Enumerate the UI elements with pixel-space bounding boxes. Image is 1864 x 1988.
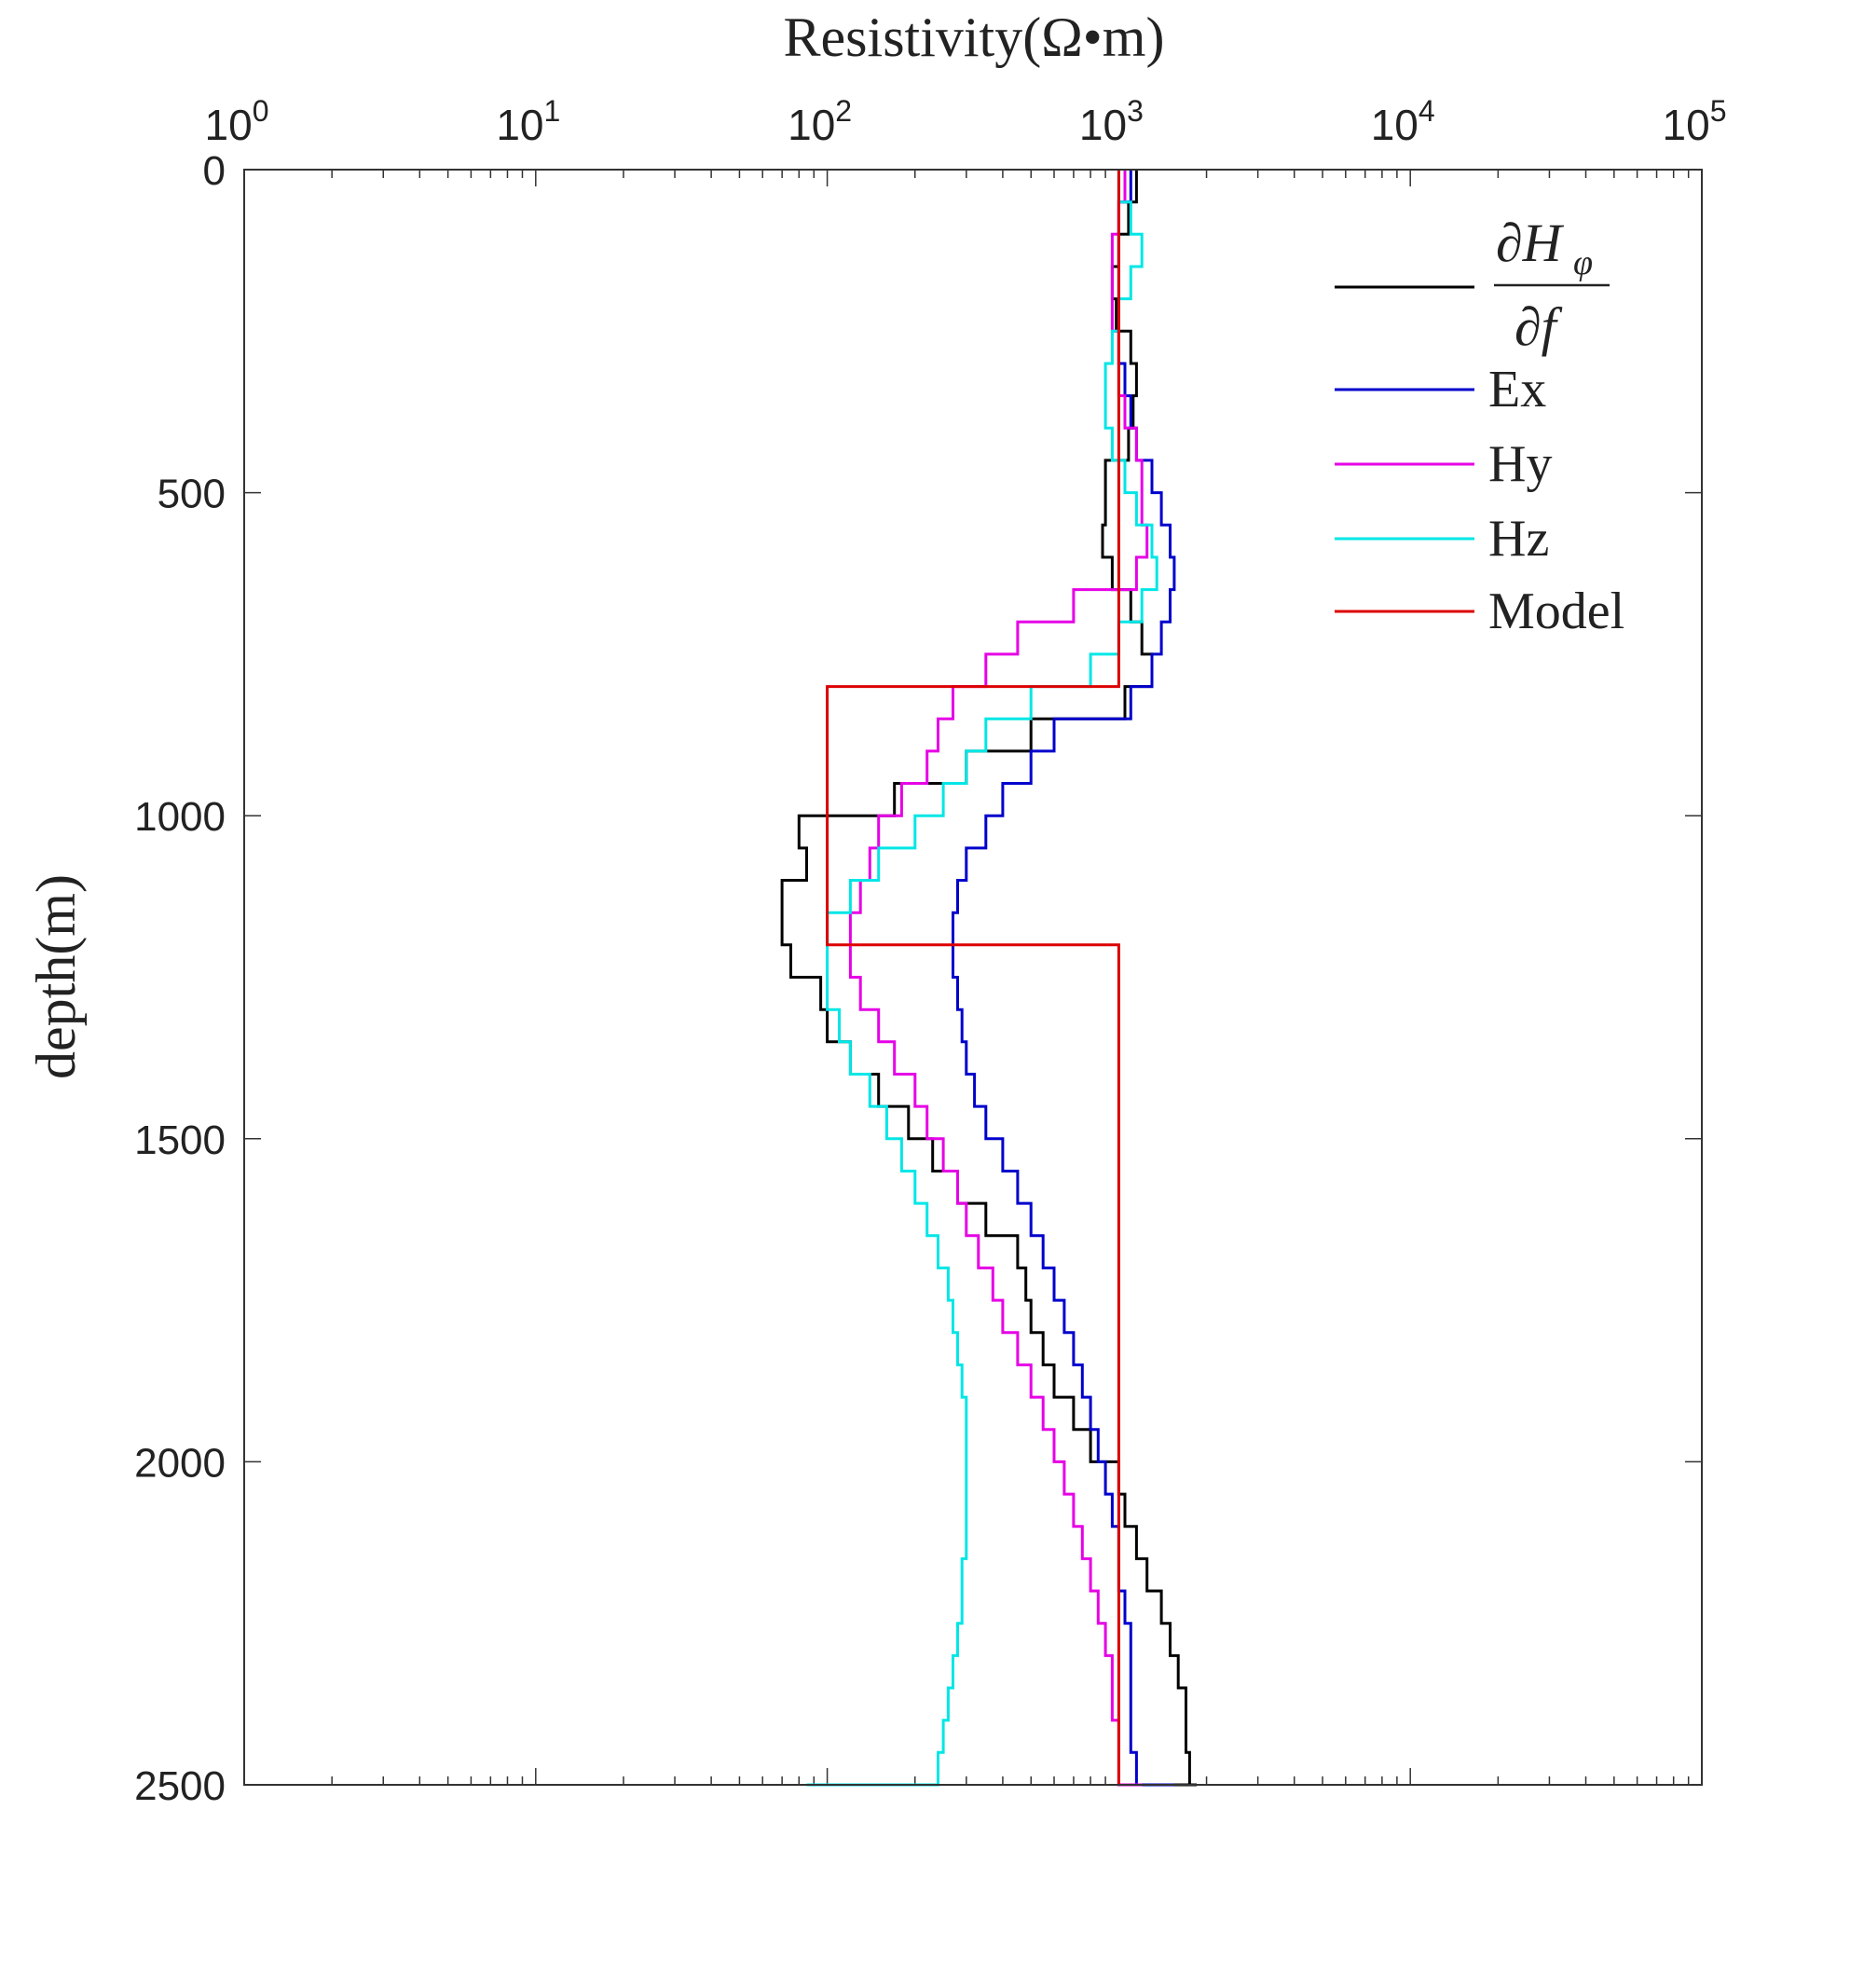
x-tick-label: 102 bbox=[788, 94, 852, 149]
y-tick-label: 0 bbox=[203, 148, 226, 194]
plot-frame bbox=[243, 169, 1703, 1786]
y-axis-label: depth(m) bbox=[25, 874, 87, 1079]
legend: ∂H φ ∂f Ex Hy Hz Model bbox=[1335, 213, 1624, 640]
y-tick-label: 500 bbox=[158, 472, 226, 517]
x-tick-label: 100 bbox=[205, 94, 269, 149]
y-tick-label: 2500 bbox=[134, 1763, 226, 1809]
x-tick-labels: 100 101 102 103 104 105 bbox=[205, 94, 1727, 149]
x-tick-label: 105 bbox=[1663, 94, 1727, 149]
axis-ticks bbox=[243, 169, 1702, 1786]
chart-title: Resistivity(Ω•m) bbox=[784, 7, 1165, 68]
y-tick-label: 2000 bbox=[134, 1440, 226, 1486]
legend-label-dhphi-df-denominator: ∂f bbox=[1514, 296, 1563, 357]
legend-label-dhphi-df-numerator: ∂H bbox=[1496, 213, 1565, 273]
legend-label-model: Model bbox=[1488, 583, 1624, 640]
x-tick-label: 104 bbox=[1371, 94, 1435, 149]
legend-label-hz: Hz bbox=[1488, 510, 1549, 568]
legend-label-ex: Ex bbox=[1488, 361, 1546, 418]
series-line-hy bbox=[848, 170, 1149, 1787]
series-layer bbox=[780, 170, 1197, 1787]
x-tick-label: 103 bbox=[1079, 94, 1144, 149]
series-line-model bbox=[826, 170, 1120, 1785]
legend-label-dhphi-df-subscript: φ bbox=[1573, 243, 1593, 282]
y-tick-label: 1000 bbox=[134, 794, 226, 840]
series-line-ex bbox=[952, 170, 1176, 1787]
y-tick-label: 1500 bbox=[134, 1117, 226, 1163]
legend-label-hy: Hy bbox=[1488, 435, 1552, 493]
y-tick-labels: 0 500 1000 1500 2000 2500 bbox=[134, 148, 226, 1809]
x-tick-label: 101 bbox=[496, 94, 560, 149]
series-line--h-f bbox=[780, 170, 1197, 1787]
series-line-hz bbox=[806, 170, 1158, 1787]
